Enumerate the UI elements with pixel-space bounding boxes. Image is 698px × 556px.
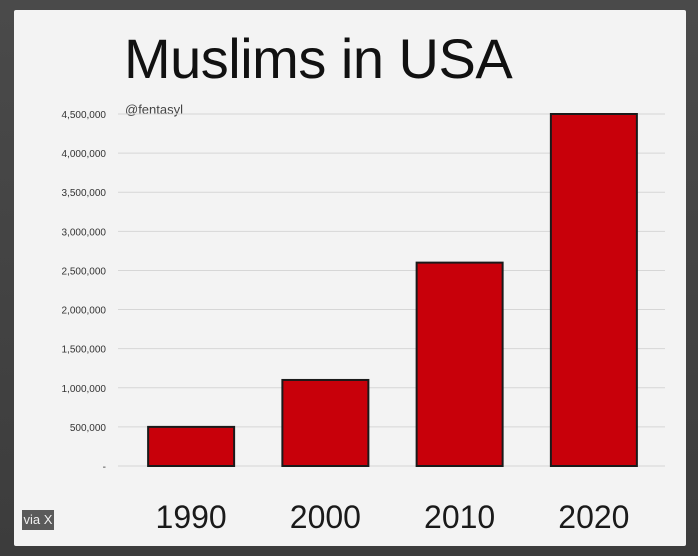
via-badge: via X bbox=[22, 510, 54, 530]
x-category-label: 2000 bbox=[290, 499, 361, 535]
y-tick-label: 1,000,000 bbox=[62, 384, 107, 395]
y-tick-label: 3,000,000 bbox=[62, 227, 107, 238]
watermark-handle: @fentasyl bbox=[125, 102, 183, 117]
bar bbox=[415, 261, 504, 467]
bar bbox=[549, 113, 638, 467]
chart-title: Muslims in USA bbox=[124, 27, 513, 90]
y-tick-label: 2,000,000 bbox=[62, 306, 107, 317]
y-tick-label: - bbox=[103, 462, 106, 473]
y-tick-label: 4,000,000 bbox=[62, 149, 107, 160]
x-category-label: 1990 bbox=[156, 499, 227, 535]
y-tick-label: 4,500,000 bbox=[62, 110, 107, 121]
x-category-label: 2020 bbox=[558, 499, 629, 535]
y-tick-label: 1,500,000 bbox=[62, 345, 107, 356]
bar bbox=[147, 425, 236, 467]
y-tick-label: 500,000 bbox=[70, 423, 107, 434]
x-category-label: 2010 bbox=[424, 499, 495, 535]
y-tick-label: 3,500,000 bbox=[62, 188, 107, 199]
y-tick-label: 2,500,000 bbox=[62, 266, 107, 277]
bar bbox=[281, 378, 370, 468]
